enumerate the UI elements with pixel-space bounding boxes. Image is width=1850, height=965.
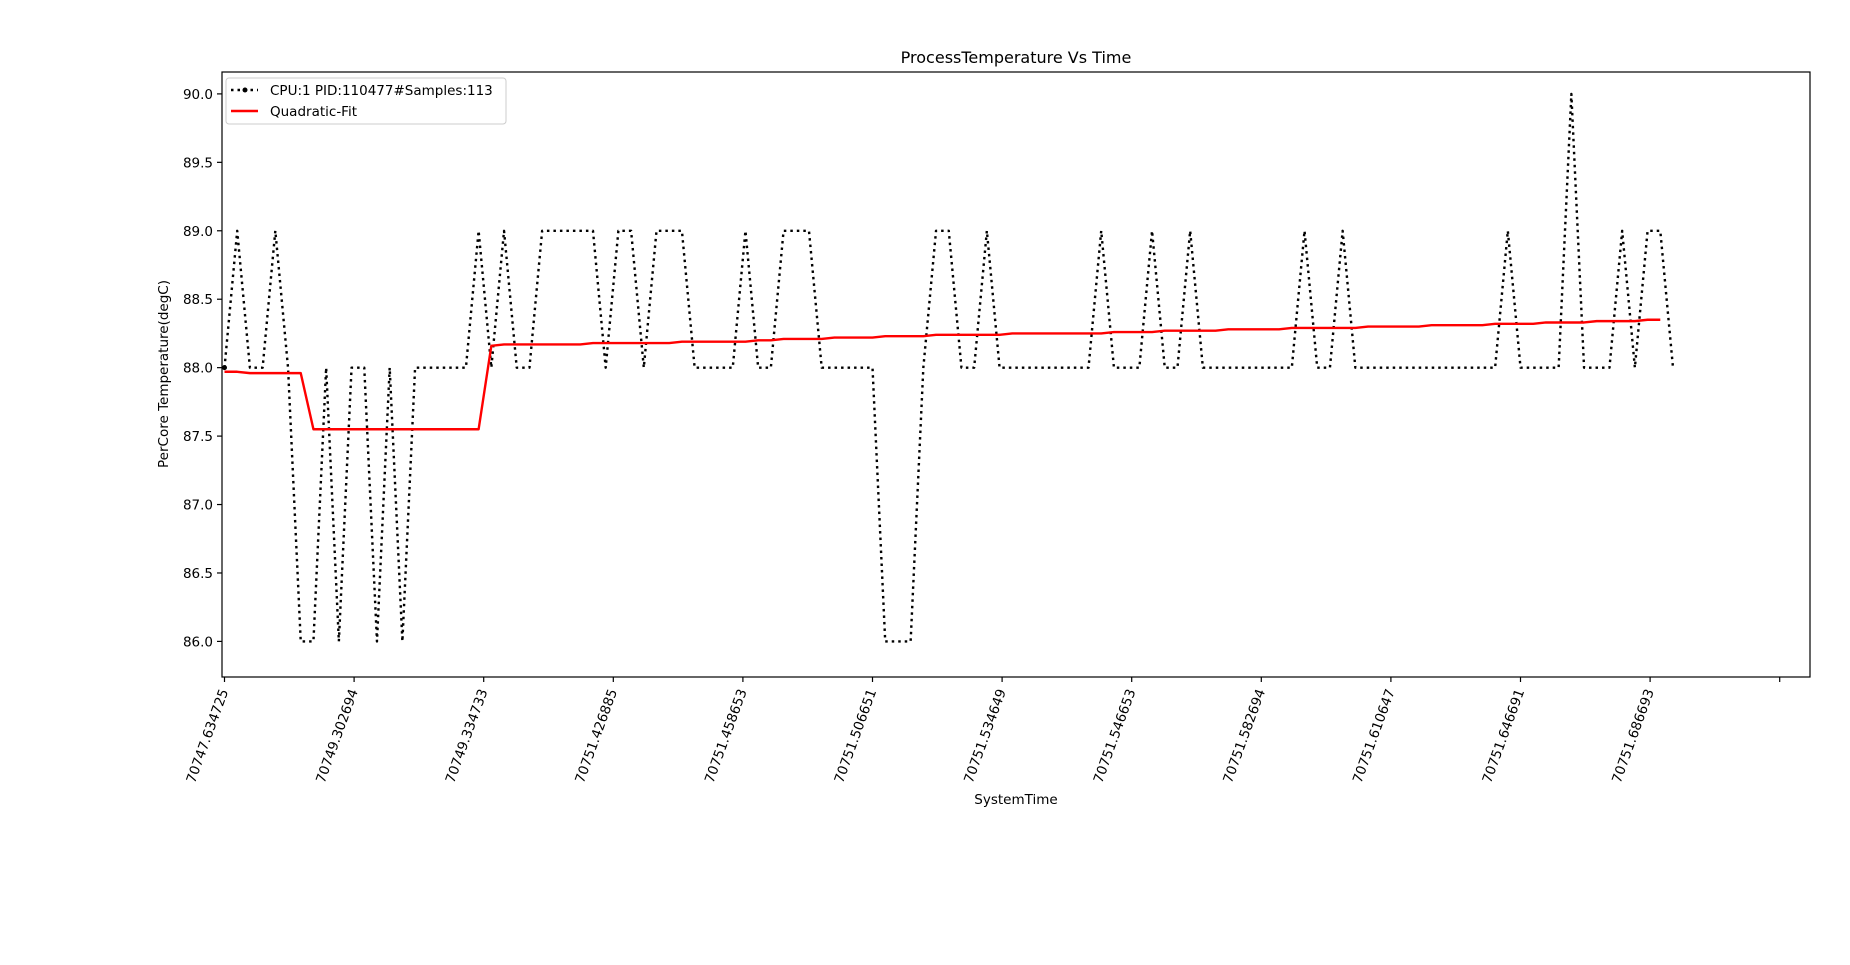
y-tick-label-8: 90.0: [183, 87, 213, 103]
y-tick-label-4: 88.0: [183, 361, 213, 377]
y-tick-label-0: 86.0: [183, 634, 213, 650]
legend-entry-samples: CPU:1 PID:110477#Samples:113: [270, 83, 493, 99]
plot-frame: [221, 71, 1811, 678]
series-line-samples: [223, 92, 1675, 643]
legend: CPU:1 PID:110477#Samples:113 Quadratic-F…: [225, 77, 507, 125]
y-tick-label-6: 89.0: [183, 224, 213, 240]
y-axis-label: PerCore Temperature(degC): [156, 280, 172, 468]
y-tick-label-3: 87.5: [183, 429, 213, 445]
y-axis: 86.0 86.5 87.0 87.5 88.0 88.5 89.0 89.5 90.0: [183, 87, 222, 650]
y-tick-label-2: 87.0: [183, 498, 213, 514]
y-tick-label-1: 86.5: [183, 566, 213, 582]
legend-entry-fit: Quadratic-Fit: [270, 104, 357, 120]
series-layer: [222, 92, 1675, 643]
series-line-fit: [224, 318, 1661, 431]
y-tick-label-5: 88.5: [183, 292, 213, 308]
series-marker-samples: [222, 365, 227, 371]
legend-marker-samples: [242, 87, 248, 93]
y-tick-label-7: 89.5: [183, 155, 213, 171]
legend-box: [225, 77, 507, 125]
chart-title: ProcessTemperature Vs Time: [901, 48, 1132, 67]
x-axis-label: SystemTime: [974, 792, 1057, 808]
